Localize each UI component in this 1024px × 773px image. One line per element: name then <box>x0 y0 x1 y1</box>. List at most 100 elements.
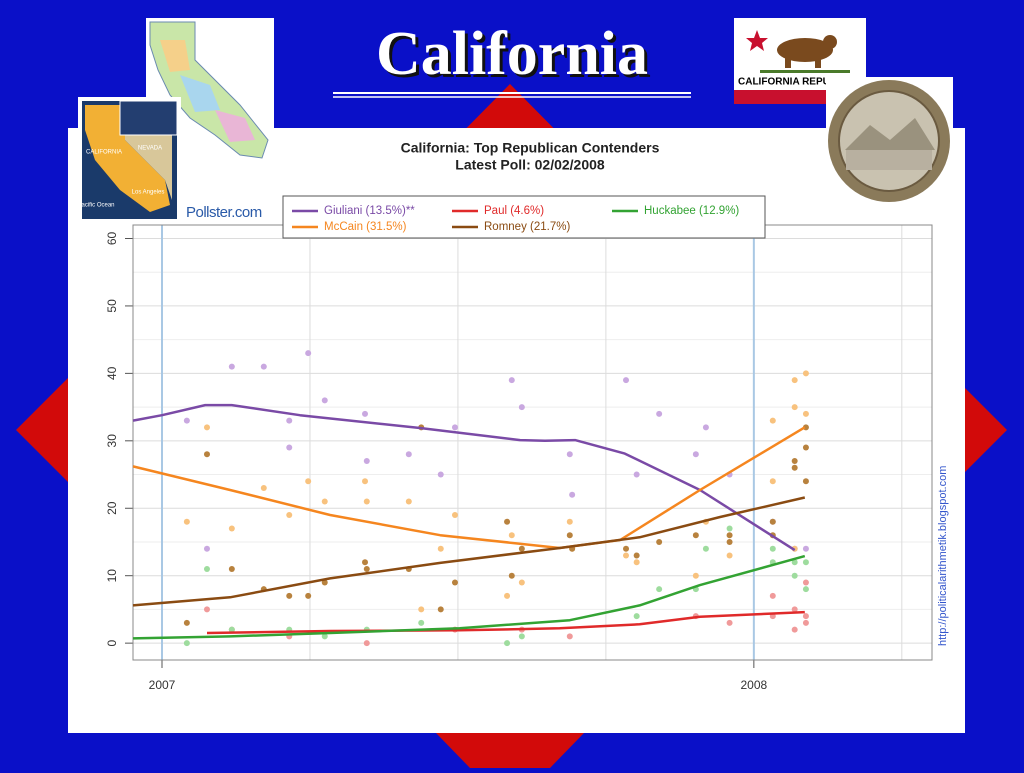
poll-point <box>183 619 190 626</box>
poll-point <box>362 478 369 485</box>
poll-point <box>656 538 663 545</box>
poll-point <box>726 532 733 539</box>
map-label: CALIFORNIA <box>86 150 122 156</box>
poll-point <box>769 478 776 485</box>
poll-point <box>791 626 798 633</box>
poll-point <box>769 592 776 599</box>
poll-point <box>726 619 733 626</box>
poll-point <box>692 572 699 579</box>
legend-label: Huckabee (12.9%) <box>644 205 739 217</box>
poll-point <box>791 458 798 465</box>
poll-point <box>802 410 809 417</box>
poll-point <box>633 552 640 559</box>
poll-point <box>418 606 425 613</box>
poll-point <box>286 512 293 518</box>
poll-point <box>451 579 458 586</box>
poll-point <box>228 525 235 532</box>
trend-line <box>206 610 805 635</box>
poll-point <box>791 464 798 471</box>
poll-point <box>362 410 369 417</box>
y-tick-label: 0 <box>105 639 119 646</box>
chart-subtitle: Latest Poll: 02/02/2008 <box>455 157 605 173</box>
poll-point <box>203 451 210 458</box>
poll-point <box>802 579 809 586</box>
poll-point <box>504 518 511 525</box>
poll-point <box>321 498 328 505</box>
poll-point <box>260 363 267 370</box>
poll-point <box>363 498 370 505</box>
poll-point <box>692 451 699 458</box>
poll-point <box>518 404 525 411</box>
poll-point <box>305 592 312 599</box>
poll-point <box>802 444 809 451</box>
logo: Pollster.com <box>186 204 262 221</box>
poll-point <box>802 619 809 626</box>
chart: California: Top Republican ContendersLat… <box>105 140 949 692</box>
poll-point <box>363 565 370 572</box>
poll-point <box>418 619 425 626</box>
poll-point <box>405 498 412 505</box>
poll-point <box>305 350 312 357</box>
poll-point <box>451 512 458 518</box>
diamond-left <box>16 376 70 484</box>
poll-point <box>437 606 444 613</box>
slide-title: California <box>376 20 648 88</box>
title-shadow: California <box>379 23 651 91</box>
x-tick-label: 2008 <box>741 678 768 692</box>
poll-point <box>183 640 190 647</box>
poll-point <box>633 471 640 478</box>
poll-point <box>623 377 630 384</box>
poll-point <box>228 363 235 370</box>
poll-point <box>405 451 412 458</box>
trend-line <box>132 426 806 550</box>
poll-point <box>437 545 444 552</box>
poll-point <box>566 633 573 640</box>
poll-point <box>228 626 235 633</box>
poll-point <box>566 518 573 525</box>
poll-point <box>518 545 525 552</box>
legend-box <box>282 195 766 239</box>
y-tick-label: 40 <box>105 366 119 380</box>
poll-point <box>791 377 798 384</box>
trend-line <box>132 403 796 552</box>
poll-point <box>791 404 798 411</box>
poll-point <box>702 424 709 431</box>
poll-point <box>228 565 235 572</box>
locator-map: NEVADA CALIFORNIA Pacific Ocean Los Ange… <box>77 97 181 223</box>
legend-label: Giuliani (13.5%)** <box>324 205 415 217</box>
poll-point <box>321 397 328 404</box>
poll-point <box>305 478 312 485</box>
poll-point <box>569 491 576 498</box>
poll-point <box>769 518 776 525</box>
map-label: NEVADA <box>138 146 162 152</box>
x-tick-label: 2007 <box>149 678 176 692</box>
poll-point <box>508 377 515 384</box>
map-label: Pacific Ocean <box>77 203 114 209</box>
poll-point <box>451 424 458 431</box>
poll-point <box>656 410 663 417</box>
poll-point <box>566 451 573 458</box>
poll-point <box>802 370 809 377</box>
chart-title: California: Top Republican Contenders <box>401 140 660 156</box>
poll-point <box>260 485 267 492</box>
legend-label: Romney (21.7%) <box>484 221 570 233</box>
poll-point <box>286 444 293 451</box>
poll-point <box>791 606 798 613</box>
flag-text: CALIFORNIA REPU <box>738 77 830 88</box>
poll-point <box>203 424 210 431</box>
poll-point <box>623 552 630 559</box>
poll-point <box>633 613 640 620</box>
poll-point <box>183 518 190 525</box>
poll-point <box>791 559 798 566</box>
poll-point <box>286 417 293 424</box>
legend-label: Paul (4.6%) <box>484 205 544 217</box>
poll-point <box>362 559 369 566</box>
poll-point <box>726 525 733 532</box>
y-tick-label: 30 <box>105 434 119 448</box>
poll-point <box>656 586 663 593</box>
poll-point <box>802 613 809 620</box>
poll-point <box>203 606 210 613</box>
poll-point <box>692 532 699 539</box>
poll-point <box>726 552 733 559</box>
